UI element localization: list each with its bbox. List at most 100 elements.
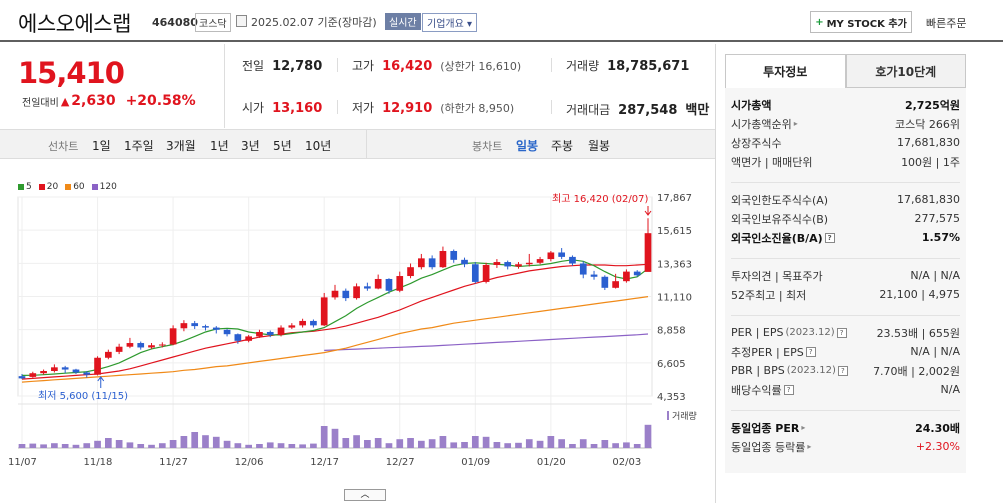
info-value: 코스닥 266위 <box>895 117 960 131</box>
chevron-right-icon[interactable]: ▸ <box>793 119 798 128</box>
info-value: 17,681,830 <box>897 136 960 149</box>
invest-info-panel: 투자정보 호가10단계 시가총액 2,725억원 시가총액순위 ▸ 코스닥 266위 상장… <box>725 54 966 473</box>
volume-bar <box>83 443 91 448</box>
candle-monthly[interactable]: 월봉 <box>588 139 611 153</box>
info-value: 17,681,830 <box>897 193 960 206</box>
volume-bar <box>277 443 285 448</box>
stock-header: 에스오에스랩 464080 코스닥 2025.02.07 기준(장마감) 실시간… <box>0 0 1003 42</box>
price-change: 전일대비 ▲ 2,630 +20.58% <box>22 93 196 109</box>
candle-body <box>417 258 425 268</box>
info-label: 배당수익률 <box>731 383 782 397</box>
period-5y[interactable]: 5년 <box>273 139 292 153</box>
candle-body <box>320 297 328 326</box>
volume-bar <box>633 444 641 448</box>
volume-bar <box>590 444 598 448</box>
legend-ma20[interactable]: 20 <box>38 182 58 192</box>
quick-order-link[interactable]: 빠른주문 <box>926 17 967 30</box>
candle-body <box>61 367 69 370</box>
info-row: 투자의견 | 목표주가 N/A | N/A <box>731 266 960 285</box>
volume-bar <box>180 436 188 448</box>
info-value: 1.57% <box>921 231 960 244</box>
high-arrow <box>644 206 652 216</box>
corp-info-dropdown[interactable]: 기업개요 ▾ <box>422 13 478 32</box>
quote-date: 2025.02.07 기준(장마감) <box>251 16 377 29</box>
help-icon[interactable]: ? <box>836 327 847 338</box>
volume-bar <box>191 432 199 448</box>
candle-body <box>396 276 404 291</box>
volume-bar <box>450 442 458 448</box>
candle-body <box>525 262 533 265</box>
info-row: 추정PER | EPS? N/A | N/A <box>731 342 960 361</box>
market-badge: 코스닥 <box>195 13 231 32</box>
candle-body <box>148 345 155 348</box>
candle-weekly[interactable]: 주봉 <box>551 139 574 153</box>
candle-body <box>256 331 263 337</box>
calendar-icon <box>236 15 247 27</box>
candle-body <box>18 376 26 379</box>
stat-open: 시가 13,160 <box>242 101 323 116</box>
add-mystock-button[interactable]: + MY STOCK 추가 <box>810 11 912 33</box>
ma20-line <box>21 263 649 380</box>
volume-bar <box>504 443 512 448</box>
ma60-line <box>21 296 649 383</box>
info-label: 동일업종 PER <box>731 421 800 435</box>
info-row: PBR | BPS (2023.12)? 7.70배 | 2,002원 <box>731 361 960 380</box>
period-1y[interactable]: 1년 <box>210 139 229 153</box>
y-tick-label: 11,110 <box>657 293 692 304</box>
info-row: 외국인한도주식수(A) 17,681,830 <box>731 190 960 209</box>
x-tick-label: 12/17 <box>310 457 339 468</box>
y-tick-label: 17,867 <box>657 193 692 204</box>
legend-ma60[interactable]: 60 <box>65 182 85 192</box>
collapse-chart-button[interactable]: ︿ <box>344 489 386 501</box>
candle-body <box>579 263 587 275</box>
help-icon[interactable]: ? <box>824 232 835 243</box>
candle-body <box>374 278 382 289</box>
info-value: 100원 | 1주 <box>901 155 960 169</box>
y-tick-label: 6,605 <box>657 359 686 370</box>
volume-bar <box>342 438 350 448</box>
candle-body <box>126 343 134 347</box>
info-row: PER | EPS (2023.12)? 23.53배 | 655원 <box>731 323 960 342</box>
volume-bar <box>407 438 414 448</box>
help-icon[interactable]: ? <box>805 346 816 357</box>
period-3y[interactable]: 3년 <box>241 139 260 153</box>
info-value: 21,100 | 4,975 <box>879 288 960 301</box>
volume-bar <box>256 444 263 448</box>
candlestick-chart[interactable]: 17,867 15,615 13,363 11,110 8,858 6,605 4,353 1… <box>0 160 715 503</box>
chevron-right-icon[interactable]: ▸ <box>807 442 812 451</box>
period-3m[interactable]: 3개월 <box>166 139 196 153</box>
chevron-right-icon[interactable]: ▸ <box>801 423 806 432</box>
volume-bar <box>471 436 479 448</box>
info-row: 상장주식수 17,681,830 <box>731 133 960 152</box>
help-icon[interactable]: ? <box>837 365 848 376</box>
volume-bar <box>234 443 242 448</box>
stock-code: 464080 <box>152 16 198 29</box>
realtime-button[interactable]: 실시간 <box>385 13 421 30</box>
legend-ma120[interactable]: 120 <box>91 182 117 192</box>
candle-body <box>72 369 80 373</box>
period-10y[interactable]: 10년 <box>305 139 332 153</box>
candle-body <box>407 267 414 277</box>
info-value: N/A <box>940 383 960 396</box>
x-tick-label: 11/07 <box>8 457 37 468</box>
tab-orderbook[interactable]: 호가10단계 <box>845 54 966 88</box>
help-icon[interactable]: ? <box>783 384 794 395</box>
legend-ma5[interactable]: 5 <box>18 182 32 192</box>
candle-body <box>245 336 253 341</box>
period-1d[interactable]: 1일 <box>92 139 111 153</box>
invest-info-body: 시가총액 2,725억원 시가총액순위 ▸ 코스닥 266위 상장주식수 17,681,83… <box>725 88 966 473</box>
volume-bar <box>137 444 145 448</box>
candle-daily[interactable]: 일봉 <box>516 139 539 153</box>
volume-bar <box>417 440 425 448</box>
volume-bar <box>536 440 544 448</box>
period-1w[interactable]: 1주일 <box>124 139 154 153</box>
volume-bar <box>94 440 101 448</box>
low-arrow <box>97 376 105 388</box>
info-value: 277,575 <box>914 212 961 225</box>
candle-body <box>234 334 242 341</box>
y-tick-label: 13,363 <box>657 259 692 270</box>
candle-body <box>212 327 220 330</box>
tab-invest-info[interactable]: 투자정보 <box>725 54 846 88</box>
x-tick-label: 11/18 <box>84 457 113 468</box>
info-label: 외국인한도주식수(A) <box>731 193 829 207</box>
